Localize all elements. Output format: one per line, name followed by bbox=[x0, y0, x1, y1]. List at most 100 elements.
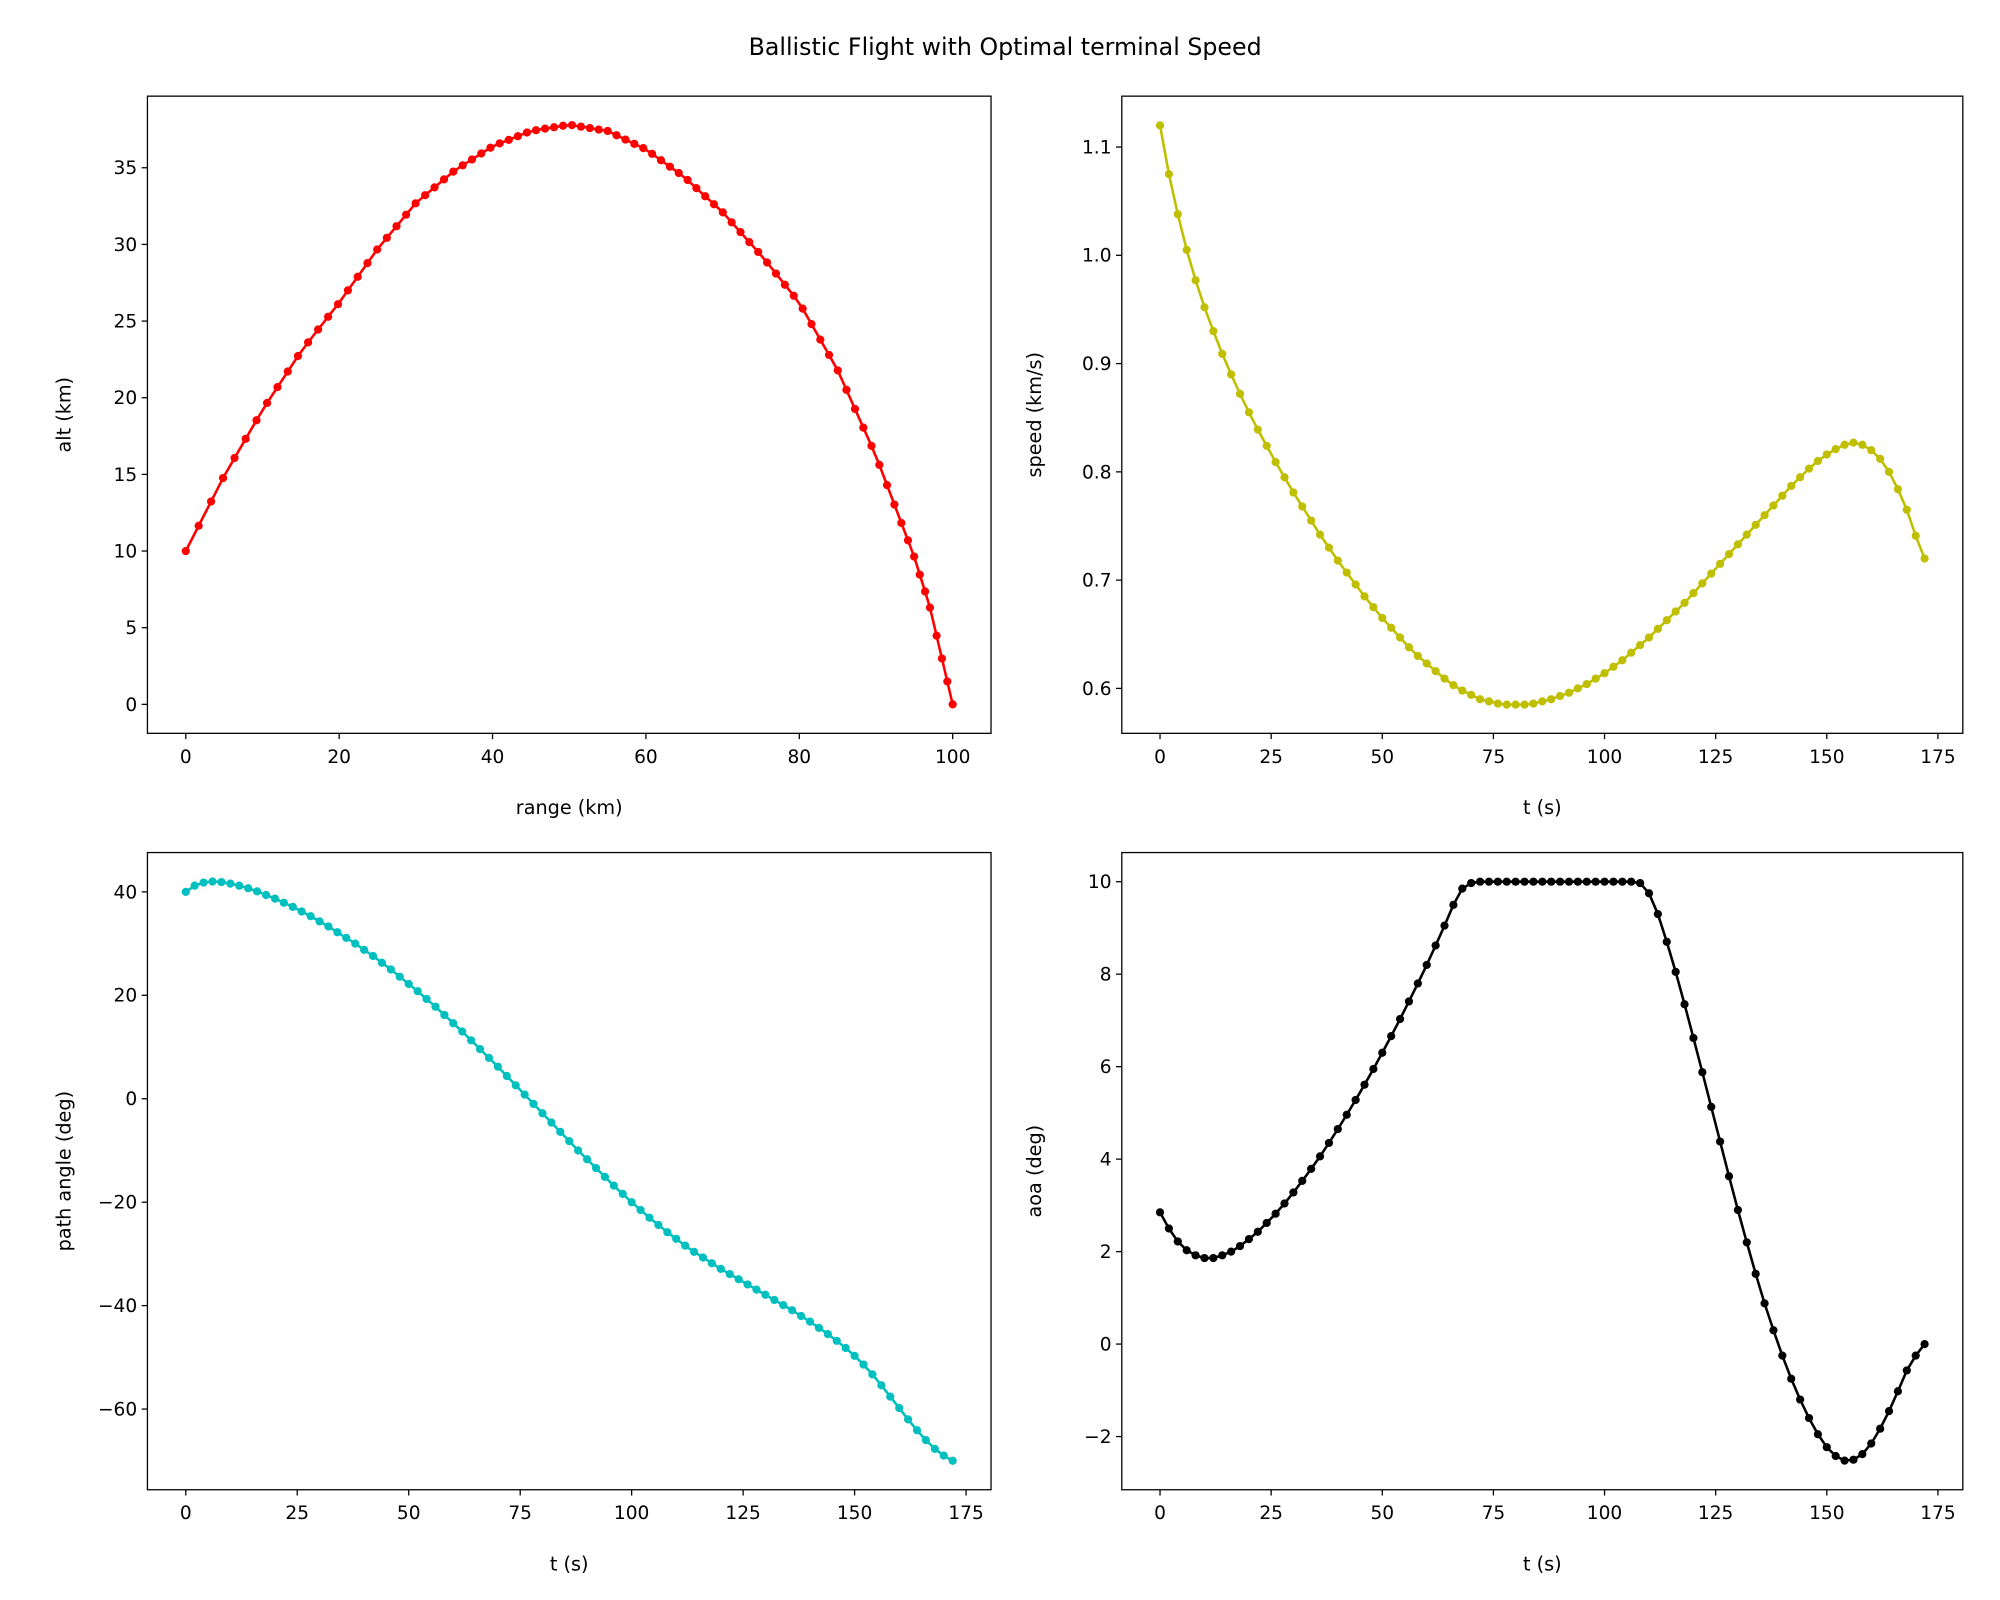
data-point bbox=[921, 1435, 931, 1445]
data-point bbox=[288, 902, 297, 911]
data-point bbox=[1787, 1374, 1796, 1383]
x-tick-label: 80 bbox=[787, 747, 811, 768]
data-point bbox=[1378, 613, 1387, 623]
data-point bbox=[1564, 688, 1574, 697]
data-point bbox=[493, 1062, 502, 1071]
data-point bbox=[937, 654, 947, 663]
data-point bbox=[665, 162, 675, 171]
y-tick-label: 15 bbox=[114, 465, 138, 486]
data-point bbox=[1369, 603, 1378, 612]
data-point bbox=[674, 168, 683, 178]
data-point bbox=[1387, 623, 1396, 632]
data-point bbox=[241, 434, 250, 443]
data-point bbox=[458, 1027, 467, 1036]
data-point bbox=[293, 351, 303, 361]
data-point bbox=[1244, 408, 1254, 417]
data-point bbox=[1227, 370, 1236, 379]
data-point bbox=[1502, 700, 1511, 709]
data-point bbox=[1555, 691, 1565, 701]
x-tick-label: 75 bbox=[1482, 1503, 1506, 1524]
data-point bbox=[306, 912, 315, 921]
data-point bbox=[1591, 674, 1600, 683]
data-point bbox=[877, 1381, 886, 1390]
data-point bbox=[943, 677, 952, 686]
data-point bbox=[1627, 648, 1636, 657]
x-tick-label: 20 bbox=[327, 747, 351, 768]
y-tick-label: 1.1 bbox=[1082, 137, 1112, 158]
data-point bbox=[199, 878, 208, 887]
x-tick-label: 175 bbox=[948, 1503, 983, 1524]
data-point bbox=[1609, 877, 1618, 886]
data-point bbox=[1840, 440, 1849, 449]
data-point bbox=[1191, 276, 1200, 285]
data-point bbox=[1209, 1253, 1218, 1263]
data-point bbox=[832, 1336, 841, 1345]
data-point bbox=[1920, 554, 1929, 563]
data-point bbox=[823, 1329, 832, 1339]
data-point bbox=[1716, 559, 1725, 568]
data-point bbox=[270, 894, 280, 903]
data-point bbox=[1209, 327, 1218, 336]
data-point bbox=[477, 149, 486, 158]
data-point bbox=[1876, 454, 1885, 463]
data-point bbox=[1484, 697, 1494, 706]
x-tick-label: 175 bbox=[1920, 1503, 1955, 1524]
data-point bbox=[576, 122, 586, 131]
data-point bbox=[1724, 1172, 1734, 1181]
data-point bbox=[475, 1044, 485, 1054]
data-point bbox=[1280, 473, 1289, 482]
data-point bbox=[1582, 679, 1591, 689]
data-point bbox=[1422, 960, 1431, 970]
data-point bbox=[718, 208, 727, 217]
data-point bbox=[701, 192, 710, 201]
data-point bbox=[939, 1451, 948, 1460]
data-point bbox=[920, 587, 930, 596]
y-axis-label: alt (km) bbox=[53, 377, 76, 453]
data-point bbox=[522, 128, 532, 137]
data-point bbox=[1582, 877, 1591, 886]
data-point bbox=[1778, 491, 1787, 500]
data-point bbox=[217, 877, 226, 887]
data-point bbox=[1155, 121, 1165, 130]
series bbox=[1155, 121, 1929, 709]
data-point bbox=[709, 200, 719, 209]
data-point bbox=[1644, 889, 1654, 898]
data-point bbox=[689, 1247, 699, 1256]
data-point bbox=[1262, 1218, 1271, 1228]
x-tick-label: 150 bbox=[1809, 1503, 1844, 1524]
data-point bbox=[1787, 481, 1796, 491]
data-point bbox=[1635, 640, 1645, 650]
data-point bbox=[897, 518, 906, 528]
subplot-bottom-right: 0 25 50 75 100 125 150 175 −2 0 2 4 6 8 10 t (s) aoa (de… bbox=[1023, 851, 1964, 1576]
data-point bbox=[181, 887, 190, 896]
data-point bbox=[467, 1036, 476, 1045]
y-tick-label: 10 bbox=[114, 541, 138, 562]
data-point bbox=[1831, 1451, 1840, 1461]
x-tick-label: 50 bbox=[1370, 1503, 1394, 1524]
data-point bbox=[886, 1392, 895, 1401]
data-point bbox=[807, 320, 816, 329]
x-axis-label: range (km) bbox=[516, 796, 623, 819]
data-point bbox=[343, 286, 353, 295]
data-point bbox=[1831, 445, 1840, 454]
y-tick-label: 0 bbox=[125, 1089, 137, 1110]
data-point bbox=[663, 1228, 672, 1237]
data-point bbox=[1849, 1455, 1858, 1464]
data-point bbox=[1689, 589, 1698, 598]
axes-frame bbox=[146, 95, 992, 734]
x-tick-label: 150 bbox=[1809, 747, 1844, 768]
x-tick-label: 50 bbox=[397, 1503, 421, 1524]
data-point bbox=[925, 603, 935, 612]
data-point bbox=[1555, 877, 1565, 886]
data-point bbox=[230, 453, 239, 463]
data-point bbox=[648, 149, 657, 158]
data-point bbox=[672, 1234, 681, 1244]
x-tick-label: 100 bbox=[935, 747, 970, 768]
data-point bbox=[324, 312, 333, 321]
data-point bbox=[440, 1010, 449, 1020]
data-point bbox=[1769, 1326, 1778, 1335]
data-point bbox=[1600, 669, 1609, 678]
subplot-bottom-left: 0 25 50 75 100 125 150 175 −60 −40 −20 0 20 40 t (s) pa… bbox=[53, 851, 992, 1576]
data-point bbox=[1431, 666, 1440, 676]
data-point bbox=[558, 121, 568, 130]
